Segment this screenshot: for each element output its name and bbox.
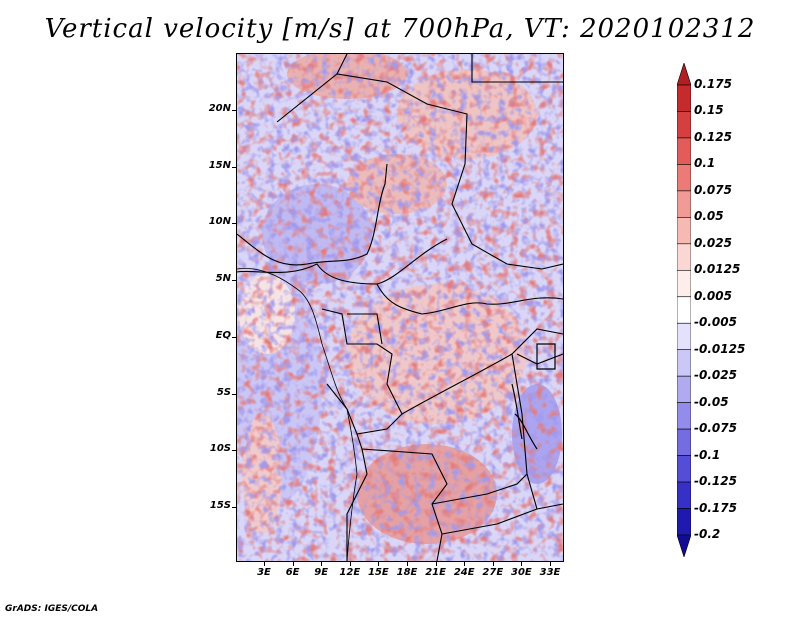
colorbar-level-label: 0.125 <box>694 129 732 144</box>
latitude-tick <box>232 110 236 111</box>
colorbar-level-label: -0.125 <box>694 474 737 489</box>
latitude-tick <box>232 506 236 508</box>
longitude-label: 27E <box>482 567 504 578</box>
colorbar-segment <box>677 349 691 377</box>
latitude-tick <box>232 280 236 282</box>
colorbar-level-label: 0.175 <box>694 77 732 91</box>
colorbar-segment <box>677 322 691 351</box>
colorbar-segment <box>677 217 691 245</box>
lake-outlines <box>511 343 556 450</box>
colorbar-segment <box>677 269 691 298</box>
colorbar-segment <box>677 455 691 483</box>
longitude-label: 30E <box>511 567 532 578</box>
colorbar-level-label: -0.05 <box>694 394 729 409</box>
colorbar-level-label: -0.2 <box>694 527 721 541</box>
latitude-tick <box>232 393 236 395</box>
colorbar-segment <box>677 375 691 403</box>
colorbar-level-label: 0.005 <box>694 288 732 303</box>
longitude-label: 33E <box>539 567 561 578</box>
latitude-tick <box>232 223 236 225</box>
field-speckle-blue <box>237 54 563 561</box>
longitude-label: 15E <box>368 567 389 578</box>
colorbar-level-label: -0.175 <box>694 500 737 515</box>
colorbar-segment <box>677 481 691 509</box>
colorbar-segment <box>677 111 691 139</box>
latitude-label: 15S <box>209 499 231 511</box>
colorbar-segment <box>677 137 691 165</box>
longitude-label: 9E <box>314 567 329 578</box>
longitude-tick <box>349 562 351 566</box>
colorbar-level-label: 0.05 <box>694 209 724 224</box>
colorbar-segment <box>677 534 691 557</box>
coastline <box>237 268 358 561</box>
longitude-tick <box>435 562 437 566</box>
colorbar-level-label: -0.005 <box>694 315 737 330</box>
colorbar-segment <box>677 164 691 192</box>
colorbar <box>677 63 691 557</box>
colorbar-level-label: -0.0125 <box>694 341 746 356</box>
colorbar-level-label: -0.075 <box>694 421 737 436</box>
latitude-label: 10N <box>208 216 231 228</box>
colorbar-segment <box>677 508 691 536</box>
longitude-tick <box>521 562 523 566</box>
colorbar-level-label: 0.1 <box>694 156 716 171</box>
latitude-label: 10S <box>209 443 231 455</box>
colorbar-level-label: 0.15 <box>694 103 724 118</box>
latitude-tick <box>232 336 236 338</box>
latitude-label: 15N <box>208 159 231 171</box>
longitude-label: 6E <box>285 567 300 578</box>
country-borders <box>237 54 563 561</box>
colorbar-segment <box>677 190 691 218</box>
latitude-tick <box>232 166 236 168</box>
colorbar-segment <box>677 63 691 86</box>
map-title: Vertical velocity [m/s] at 700hPa, VT: 2… <box>44 14 756 44</box>
colorbar-segment <box>677 428 691 456</box>
longitude-tick <box>492 562 494 566</box>
longitude-tick <box>264 562 265 566</box>
longitude-tick <box>464 562 466 566</box>
latitude-label: 5N <box>215 273 231 285</box>
longitude-label: 12E <box>339 567 361 578</box>
longitude-tick <box>407 562 408 566</box>
colorbar-segment <box>677 84 691 112</box>
colorbar-segment <box>677 296 691 324</box>
grads-credit: GrADS: IGES/COLA <box>5 604 99 614</box>
colorbar-level-label: 0.0125 <box>694 262 741 277</box>
longitude-label: 24E <box>453 567 475 578</box>
colorbar-level-label: 0.025 <box>694 235 732 250</box>
longitude-label: 18E <box>396 567 418 578</box>
colorbar-level-label: -0.025 <box>694 368 737 383</box>
longitude-tick <box>550 562 551 566</box>
latitude-tick <box>232 450 236 452</box>
colorbar-level-label: -0.1 <box>694 447 721 462</box>
latitude-label: 20N <box>208 103 231 114</box>
velocity-map <box>236 53 564 562</box>
latitude-label: EQ <box>215 329 231 341</box>
longitude-tick <box>321 562 323 566</box>
colorbar-segment <box>677 402 691 430</box>
longitude-label: 3E <box>257 567 271 578</box>
latitude-label: 5S <box>216 386 231 398</box>
longitude-tick <box>292 562 294 566</box>
colorbar-level-label: 0.075 <box>694 182 732 197</box>
longitude-tick <box>378 562 380 566</box>
colorbar-segment <box>677 243 691 271</box>
longitude-label: 21E <box>425 567 446 578</box>
